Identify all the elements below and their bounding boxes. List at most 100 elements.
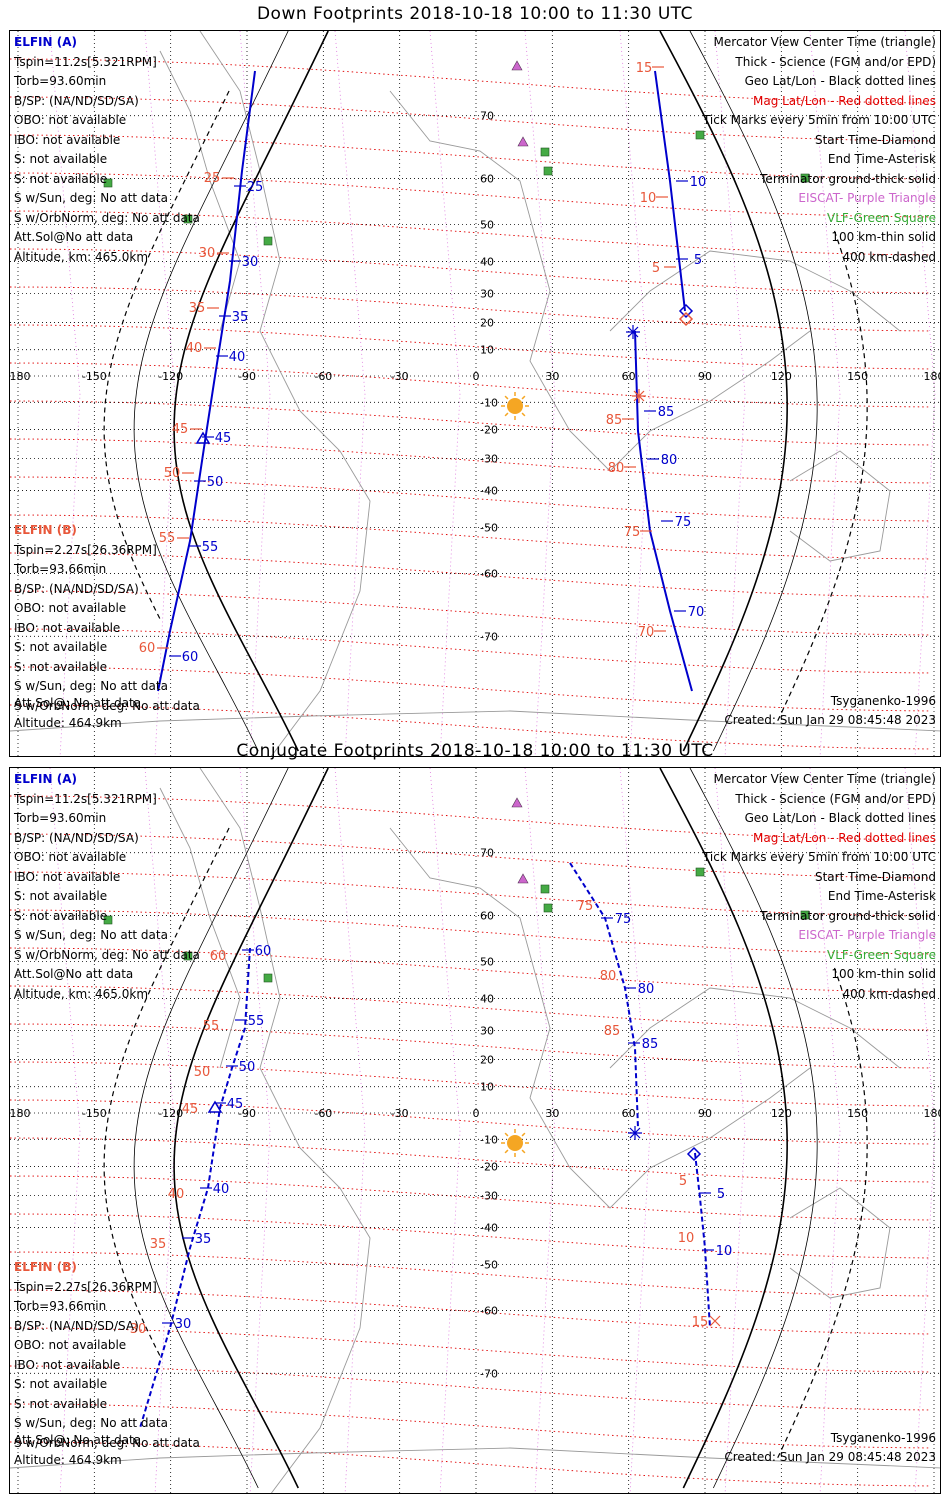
elfin-b-tick-label: 10 [640, 191, 657, 206]
mag-lon-line [144, 768, 176, 1493]
elfin-b-tick-label: 15 [636, 61, 653, 76]
sun-ray [521, 412, 526, 417]
elfin-a-label: ELFIN (A) [14, 35, 77, 49]
elfin-a-tick-label: 60 [255, 944, 272, 959]
elfin-a-line: S w/Sun, deg: No att data [14, 191, 168, 205]
lon-tick-label: 30 [545, 1107, 559, 1120]
elfin-b-tick-label: 75 [675, 515, 692, 530]
elfin-a-mag-tick-label: 35 [150, 1237, 167, 1252]
lon-tick-label: -120 [158, 1107, 183, 1120]
elfin-a-line: S w/OrbNorm, deg: No att data [14, 210, 200, 225]
start-diamond-icon [678, 311, 694, 327]
vlf-square-icon [103, 915, 113, 925]
lat-tick-label: 30 [480, 288, 494, 301]
conjugate-footprints-panel: -180 -150 -120 -90 -60 -30 0 30 60 90 120 150 180 70 6… [9, 767, 941, 1494]
mag-lon-line [524, 768, 556, 1493]
mag-lat-line [10, 1213, 931, 1259]
lon-tick-label: -120 [158, 370, 183, 383]
elfin-a-mag-tick-label: 40 [168, 1187, 185, 1202]
lat-tick-label: 30 [480, 1025, 494, 1038]
lat-tick-label: -70 [480, 1367, 498, 1380]
vlf-square-icon [183, 951, 193, 961]
lat-tick-label: -30 [480, 452, 498, 465]
legend-line: Mercator View Center Time (triangle) [713, 772, 936, 786]
coastline-eurasia-africa [389, 90, 811, 472]
elfin-b-tick-label: 85 [658, 405, 675, 420]
elfin-a-line: B/SP: (NA/ND/SD/SA) [14, 93, 139, 108]
coastline-asia [609, 987, 901, 1069]
coastline-americas [199, 31, 371, 756]
legend-line: Geo Lat/Lon - Black dotted lines [744, 811, 936, 825]
terminator-line [659, 768, 788, 1489]
elfin-b-tick-label: 80 [638, 982, 655, 997]
lon-tick-label: -150 [82, 370, 107, 383]
legend-line: Start Time-Diamond [814, 869, 936, 884]
elfin-b-line: S w/OrbNorm, deg: No att data [14, 698, 200, 713]
mag-lon-line [49, 768, 81, 1493]
vlf-square-icon [800, 173, 810, 183]
created-label: Created: Sun Jan 29 08:45:48 2023 [724, 713, 936, 727]
elfin-a-line: S: not available [14, 171, 108, 186]
mag-lon-line [714, 768, 746, 1493]
mag-lat-line [10, 400, 931, 446]
mag-lat-line [10, 552, 931, 598]
down-footprints-panel: -180 -150 -120 -90 -60 -30 0 30 60 90 120 150 180 70 6… [9, 30, 941, 757]
elfin-a-line: Att.Sol@No att data [14, 967, 134, 981]
mag-lat-line [10, 1023, 931, 1069]
elfin-b-line: B/SP: (NA/ND/SD/SA) [14, 581, 139, 596]
legend-line: Terminator ground-thick solid [760, 908, 936, 923]
elfin-b-line: S: not available [14, 659, 108, 674]
mag-lat-line [10, 1137, 931, 1183]
elfin-b-tick-label: 75 [624, 525, 641, 540]
vlf-square-icon [800, 910, 810, 920]
lat-tick-label: 50 [480, 955, 494, 968]
legend-line: EISCAT- Purple Triangle [798, 928, 936, 942]
vlf-square-icon [695, 130, 705, 140]
vlf-square-icon [263, 236, 273, 246]
end-asterisk-icon [628, 1126, 642, 1140]
lat-tick-label: -60 [480, 568, 498, 581]
mag-lon-line [239, 768, 271, 1493]
elfin-b-line: Tspin=2.27s[26.36RPM] [14, 542, 157, 557]
elfin-b-line: Tspin=2.27s[26.36RPM] [14, 1279, 157, 1294]
mag-lat-line [10, 1289, 931, 1335]
lat-tick-label: 10 [480, 344, 494, 357]
lon-tick-label: 0 [473, 1107, 480, 1120]
elfin-a-tick-label: 55 [248, 1014, 265, 1029]
lat-tick-label: -10 [480, 1133, 498, 1146]
mag-lon-line [334, 768, 366, 1493]
mag-lat-line [10, 985, 931, 1031]
legend-line: Tick Marks every 5min from 10:00 UTC [702, 850, 936, 864]
mag-lon-line [524, 31, 556, 756]
lon-tick-label: 150 [847, 370, 868, 383]
elfin-b-line: S w/Sun, deg: No att data [14, 1416, 168, 1430]
terminator-400km-line [103, 90, 230, 622]
terminator-line [173, 768, 329, 1489]
lat-tick-label: 70 [480, 847, 494, 860]
coastline-antarctica [10, 710, 940, 732]
lat-tick-label: -50 [480, 1259, 498, 1272]
legend-line: 100 km-thin solid [831, 967, 936, 981]
elfin-b-line: Torb=93.66min [14, 1299, 107, 1313]
lon-tick-label: -30 [391, 1107, 409, 1120]
elfin-b-line: S: not available [14, 1377, 108, 1391]
elfin-a-tick-label: 40 [213, 1182, 230, 1197]
elfin-b-tick-label: 10 [690, 175, 707, 190]
mag-lon-line [239, 31, 271, 756]
start-diamond-icon [686, 1146, 702, 1162]
created-label: Created: Sun Jan 29 08:45:48 2023 [724, 1450, 936, 1464]
coastline-north-america [159, 50, 241, 332]
lon-tick-label: -60 [314, 370, 332, 383]
mag-lon-line [429, 31, 461, 756]
elfin-a-line: S w/OrbNorm, deg: No att data [14, 947, 200, 962]
vlf-square-icon [543, 166, 553, 176]
elfin-b-tick-label: 70 [638, 625, 655, 640]
elfin-b-line: B/SP: (NA/ND/SD/SA) [14, 1318, 139, 1333]
legend-line: End Time-Asterisk [827, 152, 936, 166]
mag-lat-line [10, 590, 931, 636]
mag-lat-line [10, 871, 931, 917]
elfin-b-line: S: not available [14, 640, 108, 654]
elfin-a-line: S: not available [14, 889, 108, 903]
elfin-a-info: ELFIN (A) Tspin=11.2s[5.321RPM] Torb=93.… [14, 33, 200, 267]
elfin-a-line: IBO: not available [14, 869, 121, 884]
